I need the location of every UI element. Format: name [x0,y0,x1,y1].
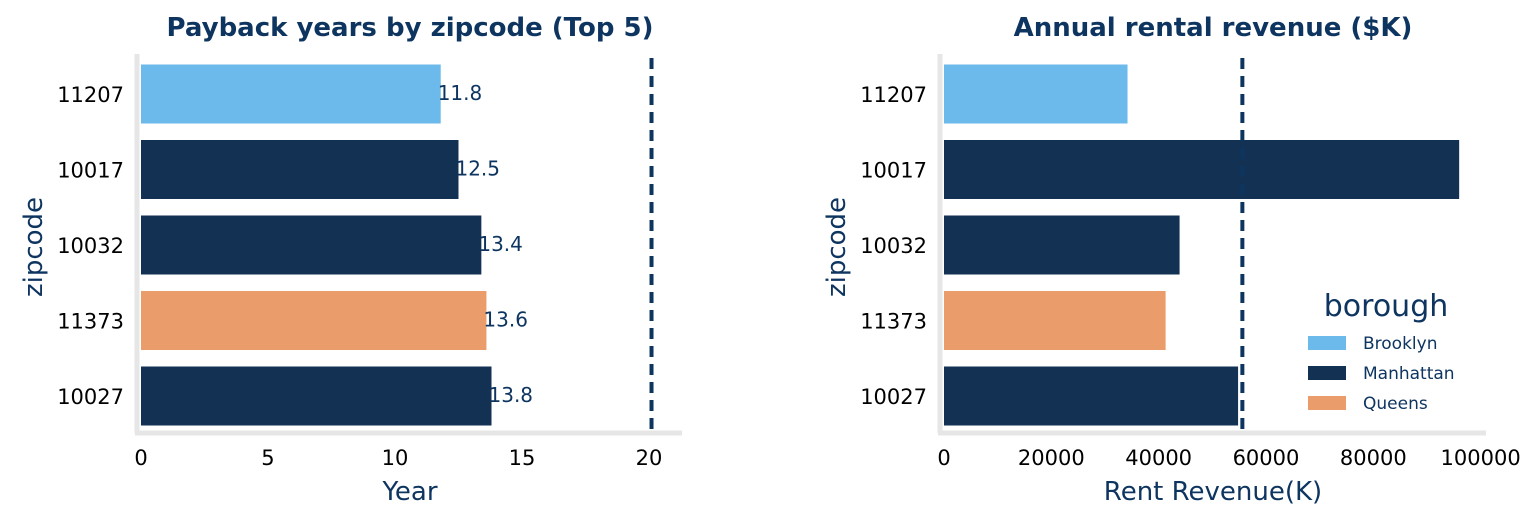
x-tick-label: 40000 [1125,446,1192,470]
y-tick-label: 10017 [860,159,927,183]
y-tick-label: 10032 [860,234,927,258]
x-tick-label: 10 [382,446,409,470]
x-tick-label: 0 [134,446,147,470]
data-label: 12.5 [455,157,500,181]
chart-payback: Payback years by zipcode (Top 5) zipcode… [19,13,682,507]
y-tick-label: 10027 [860,385,927,409]
x-tick-label: 100000 [1441,446,1521,470]
x-tick-label: 0 [937,446,950,470]
bar-10027 [141,366,492,426]
bar-11207 [944,64,1128,124]
chart-title: Payback years by zipcode (Top 5) [167,13,654,43]
legend-swatch-brooklyn [1308,336,1346,350]
y-tick-label: 11207 [860,83,927,107]
y-tick-label: 11373 [860,310,927,334]
y-tick-label: 10017 [57,159,124,183]
legend-label: Queens [1363,394,1428,414]
bar-11373 [944,291,1166,350]
data-label: 11.8 [438,81,483,105]
chart-title: Annual rental revenue ($K) [1014,13,1413,43]
legend-swatch-manhattan [1308,366,1346,380]
x-axis-label: Year [381,477,437,507]
y-tick-label: 10032 [57,234,124,258]
x-tick-label: 15 [509,446,536,470]
legend-label: Manhattan [1363,364,1455,384]
x-axis-label: Rent Revenue(K) [1104,477,1322,507]
x-tick-label: 20000 [1018,446,1085,470]
data-label: 13.4 [478,232,523,256]
data-label: 13.8 [489,383,534,407]
plot-area: 11207 10017 10032 11373 10027 0 20000 40000 6000… [860,54,1521,470]
bar-11207 [141,64,441,124]
chart-revenue: Annual rental revenue ($K) zipcode Rent … [822,13,1521,507]
legend-swatch-queens [1308,396,1346,410]
y-tick-label: 11207 [57,83,124,107]
y-axis-label: zipcode [822,197,852,297]
bar-11373 [141,291,487,350]
bar-10017 [944,140,1460,199]
x-tick-label: 5 [261,446,274,470]
y-tick-label: 10027 [57,385,124,409]
data-label: 13.6 [483,308,528,332]
bar-10032 [944,215,1180,275]
legend: borough Brooklyn Manhattan Queens [1308,289,1455,414]
y-tick-label: 11373 [57,310,124,334]
x-tick-label: 80000 [1340,446,1407,470]
x-tick-label: 20 [636,446,663,470]
y-axis-label: zipcode [19,197,49,297]
bar-10017 [141,140,459,199]
legend-title: borough [1324,289,1449,324]
bar-10032 [141,215,482,275]
bar-10027 [944,366,1239,426]
legend-label: Brooklyn [1363,334,1437,354]
x-tick-label: 60000 [1233,446,1300,470]
